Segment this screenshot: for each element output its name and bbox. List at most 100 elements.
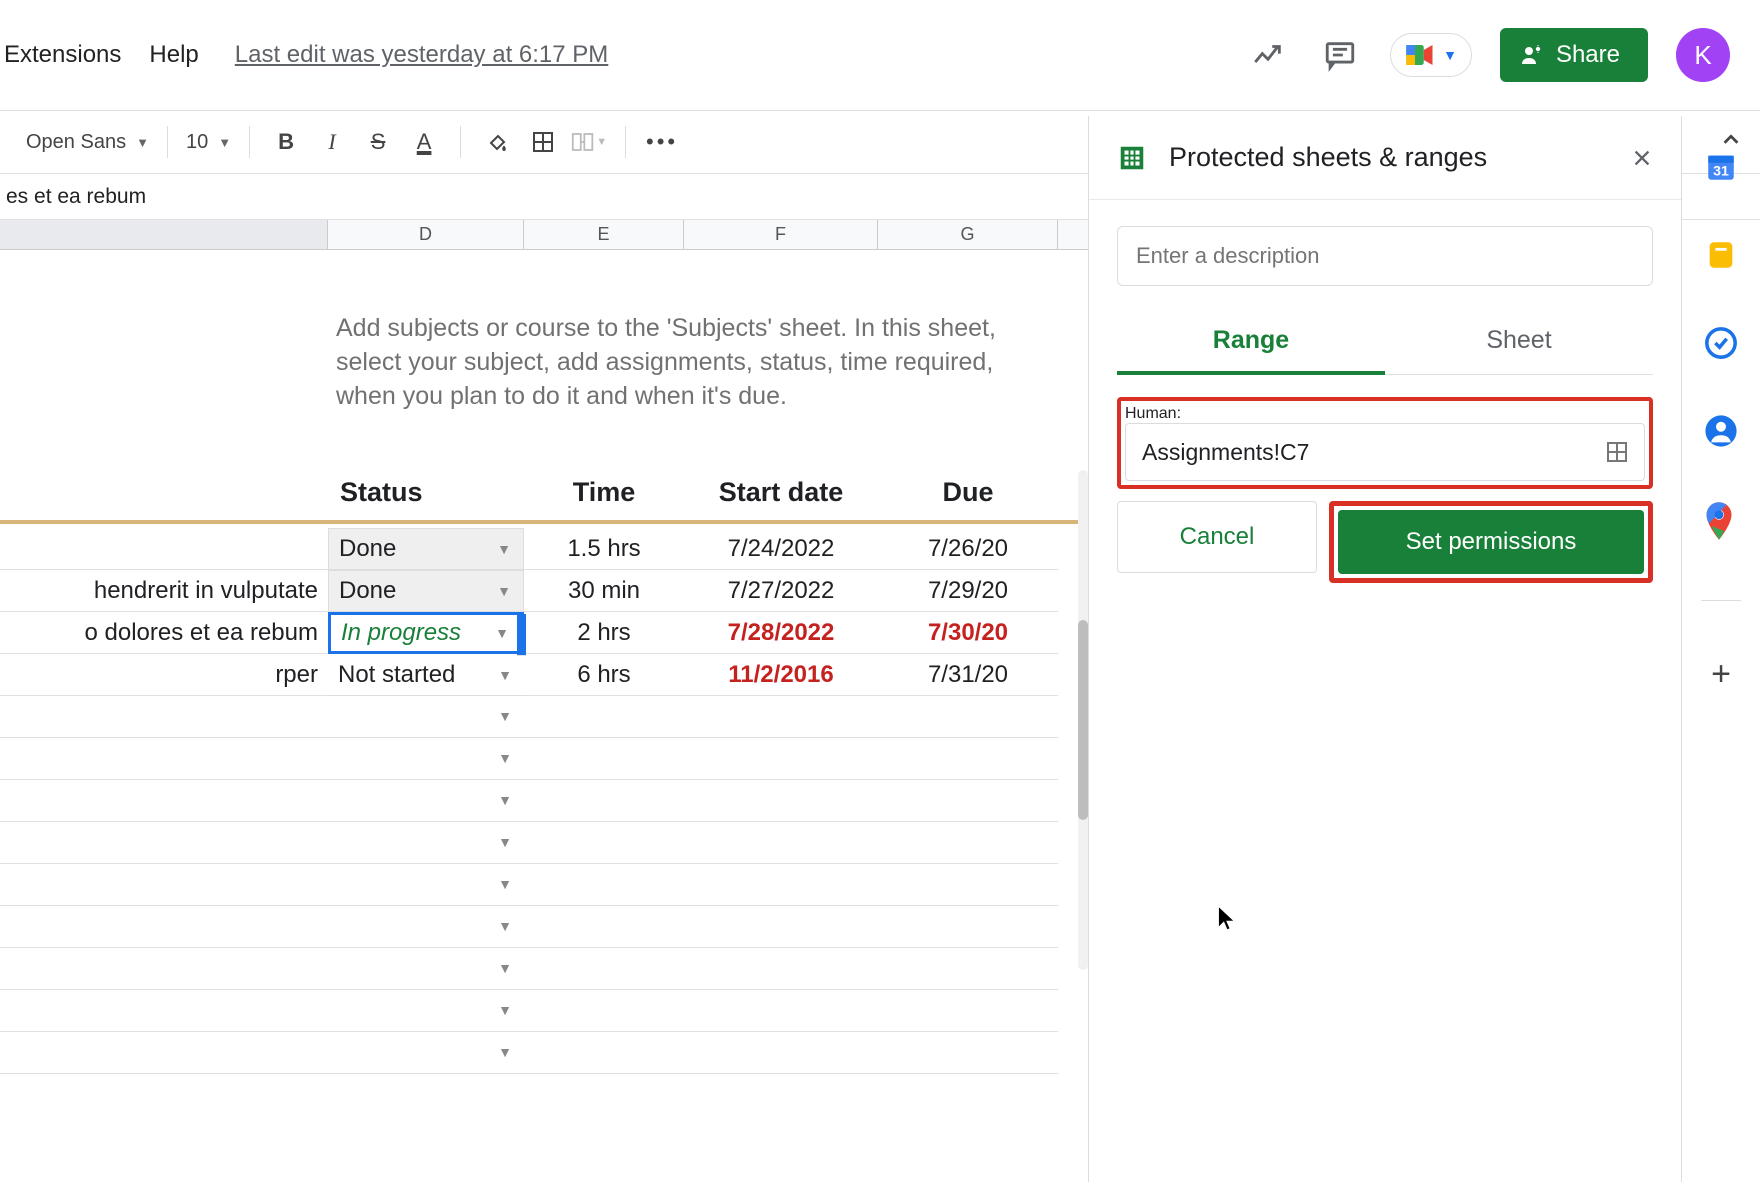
table-row[interactable]: ▼ — [0, 948, 1088, 990]
menu-help[interactable]: Help — [149, 41, 198, 69]
tasks-icon[interactable] — [1704, 326, 1738, 360]
table-row[interactable]: ▼ — [0, 906, 1088, 948]
status-dropdown-icon[interactable]: ▼ — [498, 876, 512, 892]
merge-cells-button[interactable]: ▼ — [571, 124, 607, 160]
protected-ranges-panel: Protected sheets & ranges Range Sheet Hu… — [1088, 116, 1682, 1182]
start-date-cell[interactable]: 11/2/2016 — [684, 654, 878, 696]
column-headers: D E F G — [0, 220, 1088, 250]
status-dropdown-icon[interactable]: ▼ — [498, 792, 512, 808]
col-header-e[interactable]: E — [524, 220, 684, 249]
time-cell[interactable]: 30 min — [524, 570, 684, 612]
status-cell[interactable]: Done▼ — [328, 570, 524, 612]
status-cell[interactable]: In progress▼ — [328, 612, 524, 654]
status-dropdown-icon[interactable]: ▼ — [498, 667, 512, 683]
due-date-cell[interactable]: 7/30/20 — [878, 612, 1058, 654]
scrollbar-thumb[interactable] — [1078, 620, 1088, 820]
close-panel-button[interactable] — [1631, 147, 1653, 169]
table-row[interactable]: ▼ — [0, 864, 1088, 906]
maps-icon[interactable] — [1704, 502, 1738, 536]
tab-range[interactable]: Range — [1117, 310, 1385, 375]
panel-tabs: Range Sheet — [1117, 310, 1653, 375]
table-row[interactable]: ▼ — [0, 1032, 1088, 1074]
select-range-icon[interactable] — [1606, 441, 1628, 463]
instructions-text: Add subjects or course to the 'Subjects'… — [336, 312, 1056, 413]
borders-button[interactable] — [525, 124, 561, 160]
status-dropdown-icon[interactable]: ▼ — [498, 918, 512, 934]
status-dropdown-icon[interactable]: ▼ — [498, 750, 512, 766]
table-row[interactable]: ▼ — [0, 696, 1088, 738]
menu-bar: Extensions Help Last edit was yesterday … — [0, 0, 1760, 110]
time-cell[interactable]: 2 hrs — [524, 612, 684, 654]
header-status: Status — [0, 477, 524, 508]
start-date-cell[interactable]: 7/28/2022 — [684, 612, 878, 654]
cancel-button[interactable]: Cancel — [1117, 501, 1317, 573]
status-dropdown-icon[interactable]: ▼ — [497, 583, 511, 599]
table-row[interactable]: ▼ — [0, 822, 1088, 864]
due-date-cell[interactable]: 7/29/20 — [878, 570, 1058, 612]
contacts-icon[interactable] — [1704, 414, 1738, 448]
chevron-down-icon: ▼ — [1443, 47, 1457, 63]
set-permissions-button[interactable]: Set permissions — [1338, 510, 1644, 574]
comments-icon[interactable] — [1318, 33, 1362, 77]
col-header-g[interactable]: G — [878, 220, 1058, 249]
formula-bar-value: es et ea rebum — [6, 185, 146, 209]
status-dropdown-icon[interactable]: ▼ — [498, 1002, 512, 1018]
start-date-cell[interactable]: 7/27/2022 — [684, 570, 878, 612]
table-row[interactable]: rperNot started▼6 hrs11/2/20167/31/20 — [0, 654, 1088, 696]
due-date-cell[interactable]: 7/31/20 — [878, 654, 1058, 696]
chevron-down-icon: ▼ — [136, 135, 149, 150]
bold-button[interactable]: B — [268, 124, 304, 160]
time-cell[interactable]: 1.5 hrs — [524, 528, 684, 570]
tab-sheet[interactable]: Sheet — [1385, 310, 1653, 375]
description-input[interactable] — [1117, 226, 1653, 286]
activity-icon[interactable] — [1246, 33, 1290, 77]
share-label: Share — [1556, 41, 1620, 69]
calendar-icon[interactable]: 31 — [1704, 150, 1738, 184]
row-label: o dolores et ea rebum — [0, 612, 328, 654]
table-row[interactable]: Done▼1.5 hrs7/24/20227/26/20 — [0, 528, 1088, 570]
spreadsheet-grid[interactable]: D E F G Add subjects or course to the 'S… — [0, 220, 1088, 1200]
col-header-c[interactable] — [0, 220, 328, 249]
start-date-cell[interactable]: 7/24/2022 — [684, 528, 878, 570]
font-size-label: 10 — [186, 131, 208, 154]
vertical-scrollbar[interactable] — [1078, 470, 1088, 970]
fill-color-button[interactable] — [479, 124, 515, 160]
status-cell[interactable]: Done▼ — [328, 528, 524, 570]
account-avatar[interactable]: K — [1676, 28, 1730, 82]
last-edit-link[interactable]: Last edit was yesterday at 6:17 PM — [235, 41, 609, 69]
table-row[interactable]: o dolores et ea rebumIn progress▼2 hrs7/… — [0, 612, 1088, 654]
status-dropdown-icon[interactable]: ▼ — [498, 960, 512, 976]
header-due: Due — [878, 477, 1058, 508]
table-row[interactable]: ▼ — [0, 738, 1088, 780]
header-start: Start date — [684, 477, 878, 508]
font-family-select[interactable]: Open Sans ▼ — [12, 131, 163, 154]
side-rail: 31 + — [1682, 116, 1760, 1096]
header-time: Time — [524, 477, 684, 508]
status-dropdown-icon[interactable]: ▼ — [495, 625, 509, 641]
col-header-f[interactable]: F — [684, 220, 878, 249]
add-addon-button[interactable]: + — [1711, 655, 1731, 694]
text-color-button[interactable]: A — [406, 124, 442, 160]
strikethrough-button[interactable]: S — [360, 124, 396, 160]
chevron-down-icon: ▼ — [218, 135, 231, 150]
table-row[interactable]: ▼ — [0, 990, 1088, 1032]
status-cell[interactable]: Not started▼ — [328, 654, 524, 696]
more-button[interactable]: ••• — [644, 124, 680, 160]
status-dropdown-icon[interactable]: ▼ — [498, 834, 512, 850]
table-row[interactable]: ▼ — [0, 780, 1088, 822]
status-dropdown-icon[interactable]: ▼ — [497, 541, 511, 557]
status-dropdown-icon[interactable]: ▼ — [498, 1044, 512, 1060]
share-button[interactable]: Share — [1500, 28, 1648, 82]
menu-extensions[interactable]: Extensions — [4, 41, 121, 69]
col-header-d[interactable]: D — [328, 220, 524, 249]
range-value: Assignments!C7 — [1142, 439, 1309, 466]
due-date-cell[interactable]: 7/26/20 — [878, 528, 1058, 570]
italic-button[interactable]: I — [314, 124, 350, 160]
keep-icon[interactable] — [1704, 238, 1738, 272]
range-input[interactable]: Assignments!C7 — [1125, 423, 1645, 481]
font-size-select[interactable]: 10 ▼ — [172, 131, 245, 154]
status-dropdown-icon[interactable]: ▼ — [498, 708, 512, 724]
time-cell[interactable]: 6 hrs — [524, 654, 684, 696]
meet-button[interactable]: ▼ — [1390, 33, 1472, 77]
table-row[interactable]: hendrerit in vulputateDone▼30 min7/27/20… — [0, 570, 1088, 612]
